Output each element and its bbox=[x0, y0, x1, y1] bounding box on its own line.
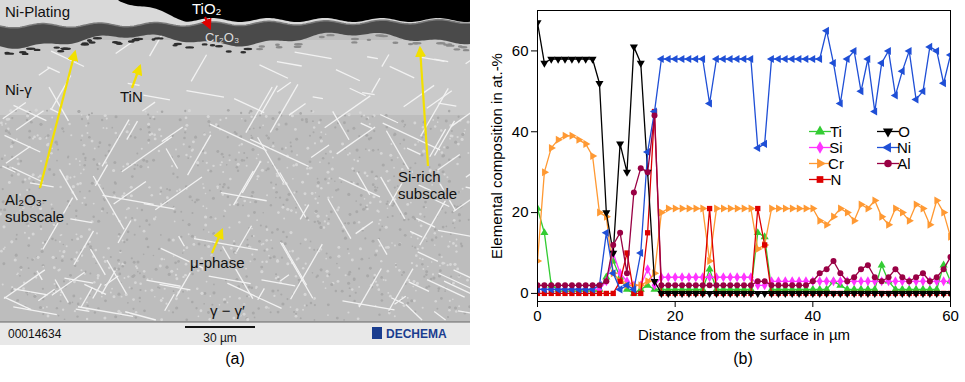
svg-text:00014634: 00014634 bbox=[8, 327, 62, 341]
svg-text:Cr: Cr bbox=[828, 155, 844, 172]
svg-text:Si: Si bbox=[829, 139, 842, 156]
html-text:(a): (a) bbox=[225, 350, 245, 367]
svg-text:μ-phase: μ-phase bbox=[190, 254, 245, 271]
html-text:(b): (b) bbox=[733, 350, 753, 367]
svg-text:40: 40 bbox=[512, 123, 529, 140]
svg-text:Ti: Ti bbox=[830, 123, 842, 140]
svg-text:Elemental composition in at.-%: Elemental composition in at.-% bbox=[488, 53, 505, 259]
svg-text:0: 0 bbox=[533, 307, 541, 324]
svg-text:γ − γ′: γ − γ′ bbox=[210, 302, 245, 319]
svg-text:TiO₂: TiO₂ bbox=[192, 0, 222, 17]
svg-text:0: 0 bbox=[520, 284, 528, 301]
svg-text:20: 20 bbox=[512, 203, 529, 220]
svg-text:Cr₂O₃: Cr₂O₃ bbox=[205, 30, 239, 45]
svg-text:20: 20 bbox=[667, 307, 684, 324]
svg-text:Al: Al bbox=[897, 155, 910, 172]
svg-text:Al₂O₃-subscale: Al₂O₃-subscale bbox=[5, 191, 64, 225]
svg-text:Ni-Plating: Ni-Plating bbox=[5, 3, 70, 20]
svg-text:N: N bbox=[831, 171, 842, 188]
svg-text:O: O bbox=[898, 123, 910, 140]
svg-text:60: 60 bbox=[942, 307, 959, 324]
svg-text:40: 40 bbox=[804, 307, 821, 324]
svg-text:Si-richsubscale: Si-richsubscale bbox=[398, 168, 457, 202]
svg-text:DECHEMA: DECHEMA bbox=[386, 327, 447, 341]
svg-text:TiN: TiN bbox=[120, 88, 143, 105]
svg-text:30 µm: 30 µm bbox=[203, 331, 237, 345]
svg-text:60: 60 bbox=[512, 42, 529, 59]
svg-text:Distance from the surface in µ: Distance from the surface in µm bbox=[638, 326, 850, 343]
svg-text:Ni-γ: Ni-γ bbox=[5, 81, 32, 98]
svg-text:Ni: Ni bbox=[897, 139, 911, 156]
